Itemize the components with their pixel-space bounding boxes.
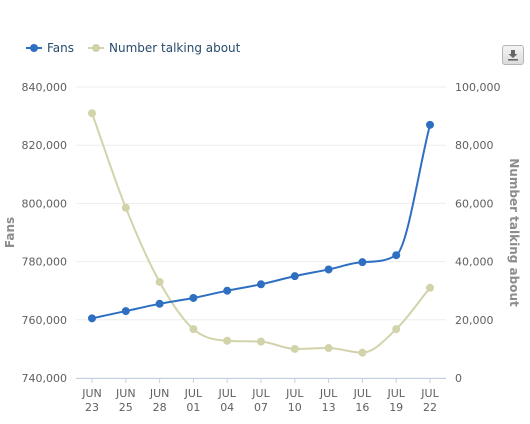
y2-tick-label: 80,000 <box>455 139 494 152</box>
data-point-fans <box>358 258 367 267</box>
x-tick-label: JUN <box>115 387 136 400</box>
x-tick-label: JUL <box>184 387 203 400</box>
data-point-fans <box>257 280 265 289</box>
data-point-fans <box>426 120 434 129</box>
data-point-talking <box>155 277 164 286</box>
y2-tick-label: 20,000 <box>455 314 494 327</box>
y-tick-label: 780,000 <box>22 256 68 269</box>
legend-talking-symbol <box>88 43 105 53</box>
y-tick-label: 740,000 <box>22 372 68 385</box>
x-tick-label: 07 <box>254 401 268 414</box>
x-tick-label: 04 <box>220 401 234 414</box>
x-tick-label: JUL <box>285 387 304 400</box>
data-point-fans <box>392 251 401 260</box>
x-tick-label: 19 <box>389 401 403 414</box>
series-line-talking <box>91 112 431 354</box>
data-point-fans <box>223 286 232 295</box>
y2-tick-label: 0 <box>455 372 462 385</box>
legend-item-talking[interactable]: Number talking about <box>88 41 240 55</box>
data-point-talking <box>426 283 434 292</box>
y-tick-label: 760,000 <box>22 314 68 327</box>
data-point-talking <box>223 336 232 345</box>
data-point-talking <box>88 109 96 118</box>
x-tick-label: 23 <box>85 401 99 414</box>
data-point-fans <box>121 307 130 316</box>
x-tick-label: JUL <box>217 387 236 400</box>
data-point-talking <box>121 203 130 212</box>
x-tick-label: JUL <box>353 387 372 400</box>
y2-axis-title: Number talking about <box>507 158 521 307</box>
x-tick-label: JUN <box>81 387 102 400</box>
data-point-fans <box>324 265 333 274</box>
x-tick-label: JUL <box>319 387 338 400</box>
y2-tick-label: 60,000 <box>455 197 494 210</box>
data-point-fans <box>88 314 96 323</box>
x-tick-label: 16 <box>355 401 369 414</box>
y2-tick-label: 100,000 <box>455 81 501 94</box>
legend-item-fans[interactable]: Fans <box>26 41 74 55</box>
download-icon <box>508 50 518 61</box>
legend: Fans Number talking about <box>26 41 240 55</box>
y2-tick-label: 40,000 <box>455 256 494 269</box>
x-tick-label: 25 <box>119 401 133 414</box>
x-tick-label: JUL <box>251 387 270 400</box>
series-line-fans <box>91 124 431 320</box>
data-point-fans <box>189 293 198 302</box>
data-point-talking <box>324 344 333 353</box>
x-tick-label: 22 <box>423 401 437 414</box>
x-tick-label: JUN <box>149 387 170 400</box>
y-tick-label: 800,000 <box>22 197 68 210</box>
export-button[interactable] <box>502 45 524 65</box>
data-point-talking <box>189 325 198 334</box>
data-point-talking <box>358 348 367 357</box>
data-point-talking <box>290 344 299 353</box>
x-tick-label: 28 <box>153 401 167 414</box>
x-tick-label: JUL <box>420 387 439 400</box>
data-point-talking <box>392 325 401 334</box>
data-point-fans <box>290 272 299 281</box>
y-tick-label: 840,000 <box>22 81 68 94</box>
x-tick-label: 13 <box>322 401 336 414</box>
data-point-talking <box>257 337 265 346</box>
data-point-fans <box>155 299 164 308</box>
x-tick-label: 01 <box>186 401 200 414</box>
x-tick-label: JUL <box>386 387 405 400</box>
legend-fans-symbol <box>26 43 42 53</box>
legend-talking-label: Number talking about <box>109 41 241 55</box>
y-axis-title: Fans <box>3 217 17 248</box>
y-tick-label: 820,000 <box>22 139 68 152</box>
legend-fans-label: Fans <box>47 41 75 55</box>
x-tick-label: 10 <box>288 401 302 414</box>
